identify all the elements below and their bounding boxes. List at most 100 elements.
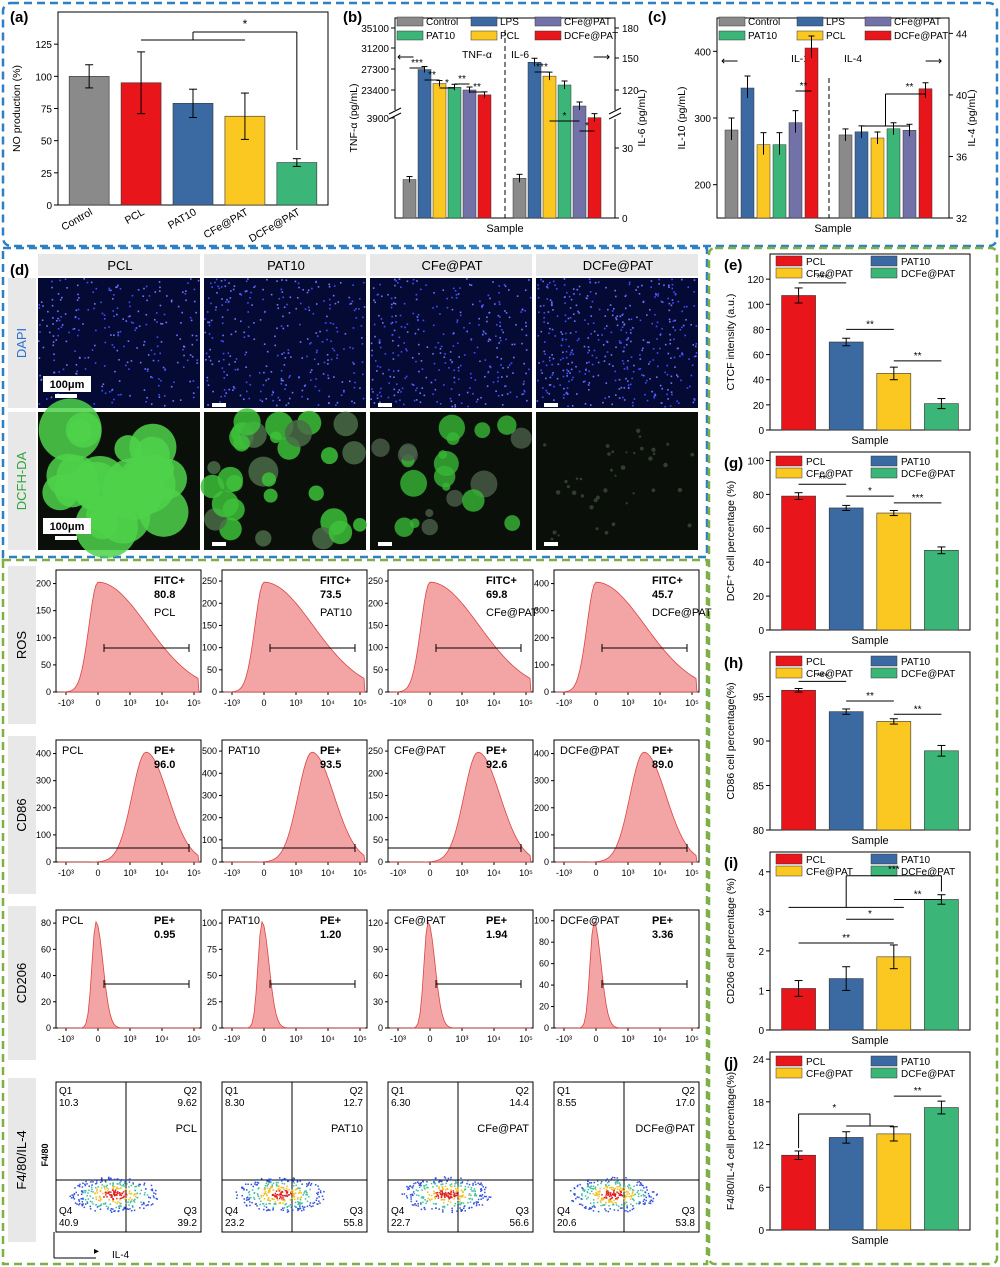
nucleus-dot — [638, 368, 640, 371]
fluorescence-blob — [607, 452, 611, 456]
nucleus-dot — [330, 358, 333, 361]
nucleus-dot — [611, 403, 613, 406]
fluorescence-blob — [663, 462, 668, 468]
scatter-dot — [119, 1194, 121, 1196]
nucleus-dot — [673, 291, 675, 293]
legend-swatch — [796, 16, 824, 27]
nucleus-dot — [307, 306, 310, 309]
nucleus-dot — [397, 391, 399, 394]
scatter-dot — [459, 1195, 462, 1197]
nucleus-dot — [648, 363, 650, 365]
gate-percentage: 3.36 — [652, 929, 673, 941]
scatter-dot — [106, 1190, 109, 1192]
nucleus-dot — [236, 368, 239, 371]
x-tick-label: -10³ — [390, 1034, 406, 1044]
nucleus-dot — [598, 281, 600, 284]
scatter-dot — [470, 1194, 472, 1197]
scatter-dot — [647, 1192, 650, 1195]
scatter-dot — [125, 1193, 127, 1195]
nucleus-dot — [159, 286, 161, 289]
nucleus-dot — [572, 288, 575, 290]
scatter-dot — [119, 1187, 122, 1189]
x-tick-label: 10⁴ — [653, 1034, 667, 1044]
scatter-dot — [129, 1197, 132, 1199]
scatter-dot — [258, 1187, 260, 1189]
nucleus-dot — [110, 289, 112, 292]
fluorescence-blob — [342, 441, 366, 465]
scatter-dot — [422, 1201, 424, 1204]
scatter-dot — [91, 1179, 93, 1182]
nucleus-dot — [591, 354, 594, 357]
scatter-dot — [608, 1204, 610, 1207]
bar — [924, 550, 959, 631]
nucleus-dot — [646, 341, 649, 344]
y-tick-label: 75 — [207, 944, 217, 954]
nucleus-dot — [333, 285, 336, 287]
scatter-dot — [297, 1203, 299, 1206]
scatter-dot — [112, 1185, 114, 1188]
scatter-dot — [632, 1207, 635, 1210]
histogram-frame — [387, 909, 534, 1029]
fluorescence-blob — [609, 468, 614, 472]
nucleus-dot — [521, 328, 523, 331]
scatter-dot — [152, 1195, 155, 1197]
nucleus-dot — [64, 278, 67, 280]
scatter-dot — [84, 1184, 87, 1187]
nucleus-dot — [605, 382, 608, 384]
nucleus-dot — [192, 380, 195, 382]
scatter-dot — [473, 1194, 476, 1197]
nucleus-dot — [388, 382, 391, 384]
nucleus-dot — [694, 345, 697, 348]
nucleus-dot — [285, 279, 288, 282]
significance-mark: * — [868, 909, 872, 920]
scatter-dot — [283, 1183, 286, 1185]
nucleus-dot — [499, 321, 502, 324]
nucleus-dot — [564, 296, 566, 298]
nucleus-dot — [584, 373, 587, 375]
legend-swatch — [775, 267, 803, 279]
scatter-dot — [120, 1197, 123, 1199]
nucleus-dot — [554, 284, 556, 287]
scatter-dot — [468, 1183, 471, 1186]
nucleus-dot — [360, 325, 363, 327]
nucleus-dot — [666, 393, 668, 396]
nucleus-dot — [397, 369, 400, 372]
nucleus-dot — [62, 368, 65, 371]
scatter-dot — [286, 1185, 288, 1187]
nucleus-dot — [397, 354, 400, 357]
nucleus-dot — [578, 337, 580, 340]
x-tick-label: 10³ — [455, 1034, 468, 1044]
scatter-dot — [581, 1193, 583, 1195]
scatter-frame — [221, 1081, 368, 1233]
nucleus-dot — [405, 348, 407, 350]
nucleus-dot — [693, 279, 696, 281]
nucleus-dot — [280, 325, 283, 327]
nucleus-dot — [498, 291, 500, 294]
nucleus-dot — [591, 363, 594, 366]
scatter-dot — [605, 1189, 608, 1192]
nucleus-dot — [362, 373, 364, 376]
fluorescence-blob — [614, 474, 617, 477]
scatter-dot — [98, 1196, 101, 1198]
scatter-dot — [606, 1186, 608, 1189]
nucleus-dot — [86, 281, 89, 284]
nucleus-dot — [451, 308, 454, 311]
sample-label: CFe@PAT — [477, 1123, 529, 1135]
scatter-dot — [569, 1190, 572, 1192]
scatter-dot — [459, 1200, 461, 1203]
nucleus-dot — [280, 369, 283, 372]
nucleus-dot — [642, 339, 645, 341]
quadrant-name: Q3 — [516, 1206, 530, 1217]
scatter-dot — [434, 1197, 437, 1200]
scatter-dot — [263, 1193, 266, 1195]
scatter-dot — [609, 1208, 611, 1210]
nucleus-dot — [158, 378, 160, 380]
axis-label-y: F4/80 — [40, 1143, 50, 1166]
scatter-dot — [478, 1183, 481, 1186]
x-tick-label: 0 — [95, 698, 100, 708]
scatter-dot — [109, 1194, 111, 1196]
scatter-dot — [269, 1178, 271, 1181]
scatter-dot — [457, 1193, 459, 1196]
scatter-dot — [439, 1180, 441, 1183]
nucleus-dot — [481, 305, 483, 307]
